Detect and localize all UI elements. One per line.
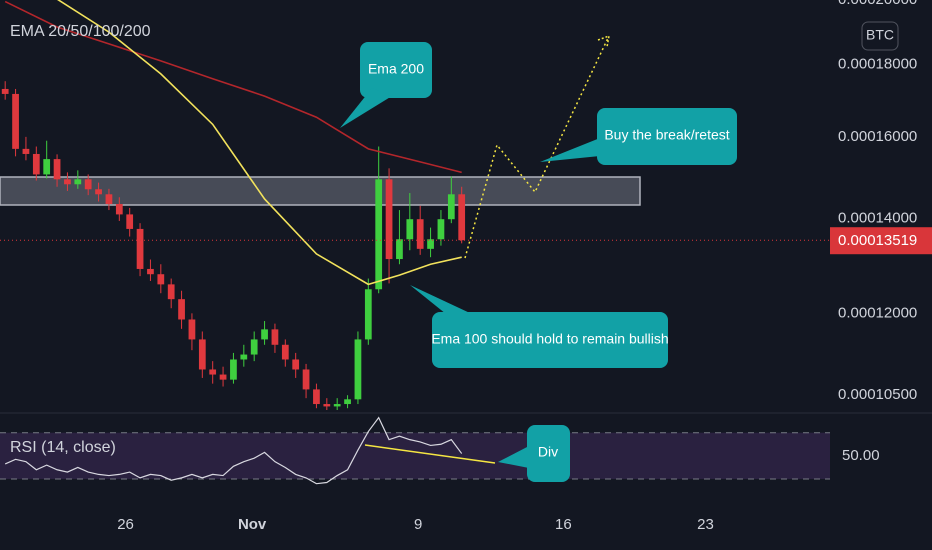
rsi-line (4, 416, 463, 485)
candle-body (292, 359, 300, 370)
candle-body (427, 239, 434, 249)
rsi-title: RSI (14, close) (10, 439, 116, 456)
candle-body (12, 93, 19, 149)
currency-label: BTC (866, 27, 894, 43)
candle-body (32, 153, 40, 175)
y-tick-label: 0.00010500 (838, 386, 917, 403)
rsi-pane (0, 416, 830, 485)
candle-body (344, 399, 351, 405)
candle-body (74, 179, 82, 185)
y-tick-label: 0.00020000 (838, 0, 917, 8)
candle-body (157, 274, 165, 285)
candle-body (313, 389, 320, 405)
callout (340, 42, 737, 482)
candle-body (178, 299, 185, 320)
y-tick-label: 50.00 (842, 447, 880, 464)
candle-body (302, 369, 310, 390)
y-tick-label: 0.00018000 (838, 56, 917, 73)
x-tick-label: 9 (414, 516, 422, 533)
candle-body (406, 219, 414, 240)
candle-body (437, 219, 445, 240)
candle-body (250, 339, 258, 355)
rsi-band (0, 432, 830, 480)
candle-body (53, 159, 61, 180)
annotation: Div (538, 444, 558, 460)
candle-body (458, 194, 466, 241)
candle-body (323, 404, 331, 407)
candle-body (64, 179, 71, 185)
y-tick-label: 0.00012000 (838, 304, 917, 321)
ema-line (57, 0, 462, 286)
candle-body (115, 204, 123, 215)
candle-body (22, 148, 30, 154)
candle-body (271, 329, 279, 345)
candle-body (364, 289, 372, 340)
candle-body (126, 214, 134, 229)
candle-body (95, 189, 102, 195)
divergence-line (364, 444, 496, 464)
y-tick-label: 0.00014000 (838, 210, 917, 227)
candle-body (84, 179, 92, 190)
candle-body (447, 194, 455, 220)
last-price-tag (830, 227, 932, 255)
candle-body (385, 179, 393, 260)
annotation: Ema 100 should hold to remain bullish (431, 331, 668, 347)
candle-body (375, 179, 383, 290)
x-tick-label: 16 (555, 516, 572, 533)
x-tick-label: Nov (238, 516, 267, 533)
candle-body (281, 344, 289, 360)
y-tick-label: 0.00016000 (838, 128, 917, 145)
candle-body (209, 369, 217, 375)
candle-body (230, 359, 237, 380)
candle-body (198, 339, 206, 370)
last-price-label: 0.00013519 (838, 232, 917, 249)
candle-body (240, 354, 248, 360)
projection-arrowhead (597, 34, 610, 48)
price-pane (1, 0, 466, 411)
candle-body (333, 404, 341, 407)
chart-title: EMA 20/50/100/200 (10, 23, 151, 40)
x-tick-label: 26 (117, 516, 134, 533)
annotation: Ema 200 (368, 61, 424, 77)
candle-body (105, 194, 113, 205)
candle-body (261, 329, 268, 340)
candle-body (354, 339, 362, 400)
candle-body (43, 159, 51, 175)
candle-body (167, 284, 175, 300)
candle-body (1, 88, 9, 94)
currency-button[interactable] (861, 21, 899, 51)
candle-body (147, 268, 154, 275)
candle-body (136, 228, 144, 269)
candle-body (396, 239, 403, 260)
candle-body (416, 219, 424, 249)
ema-line (4, 0, 462, 174)
annotation: Buy the break/retest (604, 127, 729, 143)
candle-body (188, 319, 196, 340)
x-tick-label: 23 (697, 516, 714, 533)
candle-body (219, 374, 227, 380)
